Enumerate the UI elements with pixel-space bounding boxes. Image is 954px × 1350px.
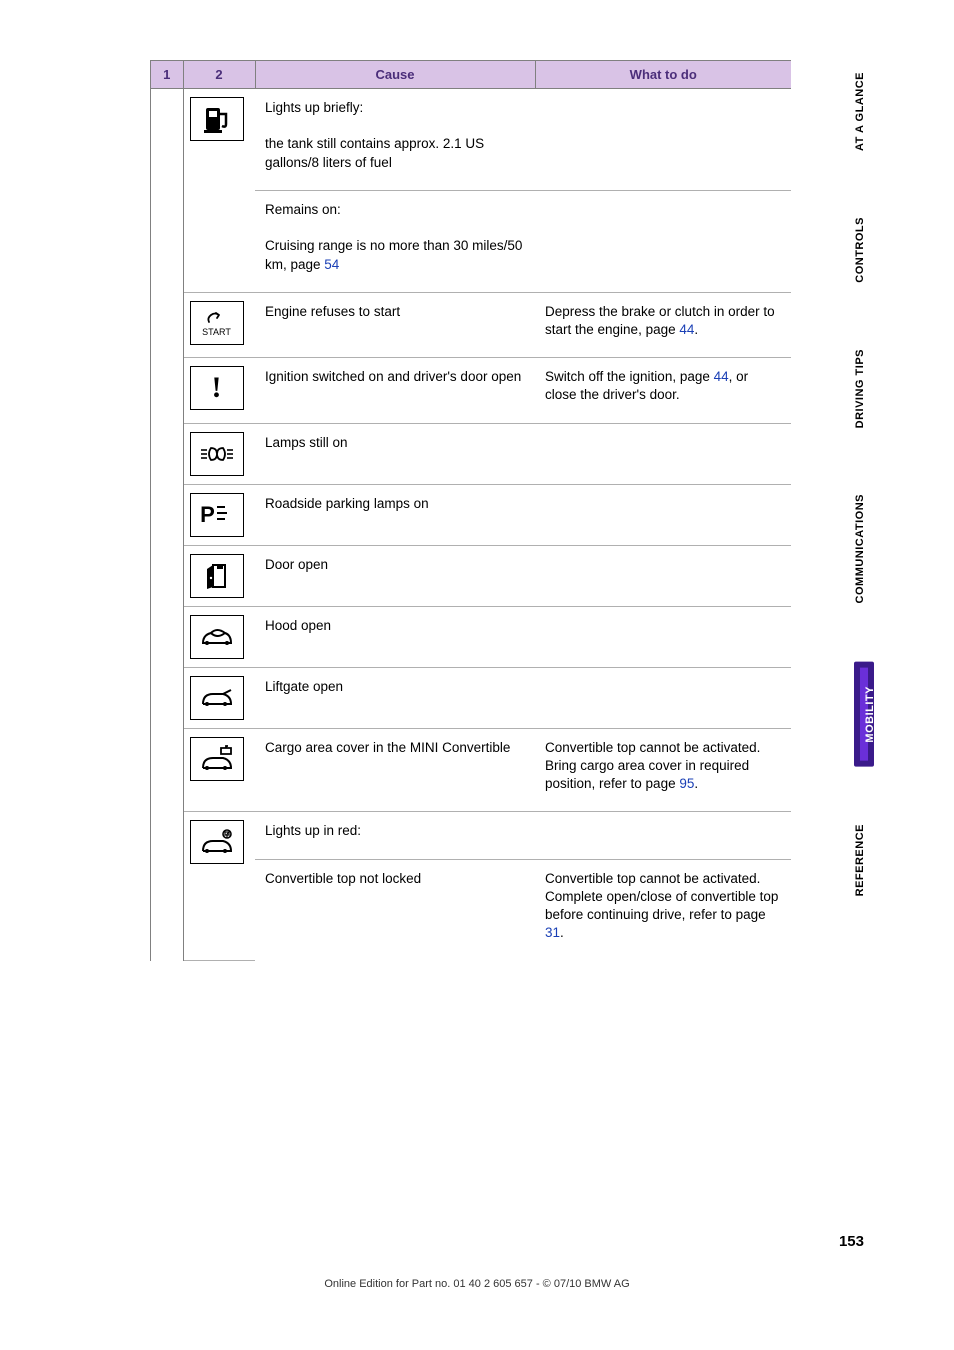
cause-cell: Cargo area cover in the MINI Convertible (255, 728, 535, 812)
table-row: START Engine refuses to start Depress th… (151, 292, 791, 357)
table-row: P Roadside parking lamps on (151, 484, 791, 545)
cause-cell: Remains on: Cruising range is no more th… (255, 190, 535, 292)
table-row: Lights up briefly: the tank still contai… (151, 89, 791, 191)
cause-cell: Roadside parking lamps on (255, 484, 535, 545)
header-col1: 1 (151, 61, 183, 89)
cause-cell: Liftgate open (255, 667, 535, 728)
action-cell (535, 545, 791, 606)
table-row: ! Ignition switched on and driver's door… (151, 358, 791, 423)
tab-at-a-glance[interactable]: AT A GLANCE (854, 64, 874, 159)
cause-cell: Convertible top not locked (255, 859, 535, 960)
page-number: 153 (839, 1233, 864, 1250)
fuel-pump-icon (190, 97, 244, 141)
tab-reference[interactable]: REFERENCE (854, 816, 874, 904)
tab-controls[interactable]: CONTROLS (854, 209, 874, 291)
tab-communications[interactable]: COMMUNICATIONS (854, 486, 874, 611)
lamps-icon (190, 432, 244, 476)
start-icon: START (190, 301, 244, 345)
cause-cell: Door open (255, 545, 535, 606)
page-link[interactable]: 95 (679, 776, 694, 791)
table-row: Door open (151, 545, 791, 606)
table-row: Liftgate open (151, 667, 791, 728)
door-open-icon (190, 554, 244, 598)
action-cell (535, 812, 791, 859)
cause-cell: Hood open (255, 606, 535, 667)
cause-cell: Ignition switched on and driver's door o… (255, 358, 535, 423)
hood-open-icon (190, 615, 244, 659)
header-col2: 2 (183, 61, 255, 89)
tab-driving-tips[interactable]: DRIVING TIPS (854, 341, 874, 436)
action-cell: Depress the brake or clutch in order to … (535, 292, 791, 357)
table-row: Lamps still on (151, 423, 791, 484)
action-cell: Convertible top cannot be activated. Com… (535, 859, 791, 960)
page-link[interactable]: 44 (679, 322, 694, 337)
page-link[interactable]: 31 (545, 925, 560, 940)
action-cell (535, 606, 791, 667)
page-link[interactable]: 44 (714, 369, 729, 384)
parking-lamps-icon: P (190, 493, 244, 537)
liftgate-open-icon (190, 676, 244, 720)
table-row: Hood open (151, 606, 791, 667)
action-cell (535, 89, 791, 191)
action-cell (535, 484, 791, 545)
action-cell: Convertible top cannot be activated. Bri… (535, 728, 791, 812)
action-cell (535, 667, 791, 728)
header-action: What to do (535, 61, 791, 89)
action-cell: Switch off the ignition, page 44, or clo… (535, 358, 791, 423)
table-row: Cargo area cover in the MINI Convertible… (151, 728, 791, 812)
table-row: Lights up in red: (151, 812, 791, 859)
convertible-top-icon (190, 820, 244, 864)
section-tabs: AT A GLANCE CONTROLS DRIVING TIPS COMMUN… (854, 60, 874, 954)
cargo-cover-icon (190, 737, 244, 781)
cause-cell: Lamps still on (255, 423, 535, 484)
cause-cell: Engine refuses to start (255, 292, 535, 357)
exclamation-icon: ! (190, 366, 244, 410)
indicator-table: 1 2 Cause What to do Lights up b (151, 60, 791, 961)
header-cause: Cause (255, 61, 535, 89)
page-link[interactable]: 54 (324, 257, 339, 272)
action-cell (535, 423, 791, 484)
footer-text: Online Edition for Part no. 01 40 2 605 … (0, 1278, 954, 1290)
cause-cell: Lights up in red: (255, 812, 535, 859)
cause-cell: Lights up briefly: the tank still contai… (255, 89, 535, 191)
action-cell (535, 190, 791, 292)
tab-mobility[interactable]: MOBILITY (854, 662, 874, 767)
